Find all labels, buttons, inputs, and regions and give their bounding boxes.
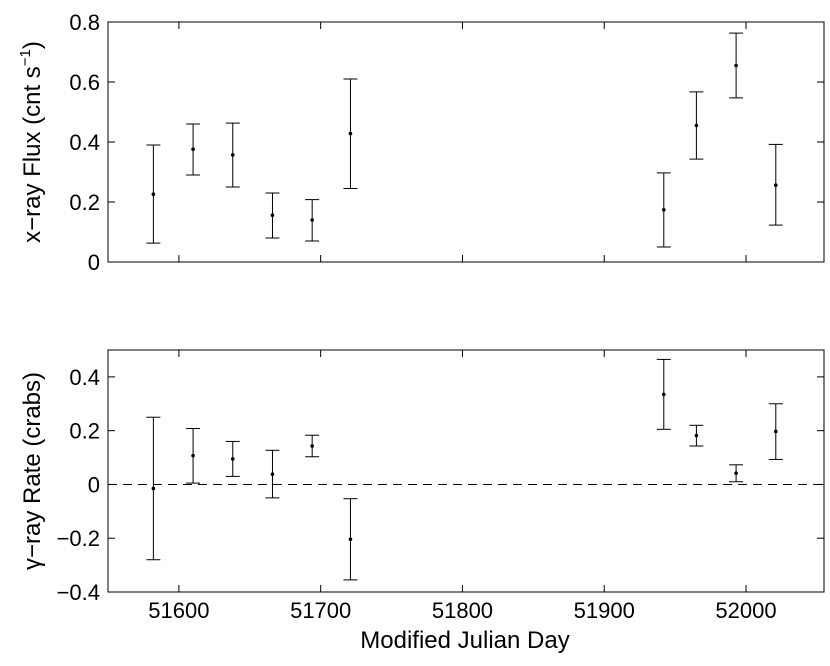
rate-data-point [305,434,320,458]
flux-data-point [265,192,280,239]
flux-y-tick-label: 0.2 [69,190,100,215]
rate-data-point [656,358,671,430]
flux-y-tick-label: 0.8 [69,10,100,35]
flux-ticks: 0 0.2 0.4 0.6 0.8 [69,10,824,275]
flux-data-point [225,122,240,188]
rate-y-tick-label: 0.2 [69,419,100,444]
flux-data-point [768,143,783,226]
rate-data-point [343,498,358,581]
flux-series [146,32,783,248]
rate-marker [230,457,235,461]
rate-data-point [689,424,704,447]
flux-y-axis-label-close: ) [19,41,46,49]
rate-marker [191,453,195,458]
rate-y-tick-label: −0.4 [57,580,100,605]
flux-y-tick-label: 0 [88,250,100,275]
rate-marker [151,486,156,491]
rate-x-tick-label: 51900 [574,598,635,623]
rate-y-tick-label: −0.2 [57,526,100,551]
rate-x-tick-label: 51600 [148,598,209,623]
rate-x-tick-label: 51800 [432,598,493,623]
flux-marker [773,183,778,187]
flux-y-axis-label-exponent: −1 [17,49,34,66]
rate-series [146,358,783,581]
flux-marker [348,131,353,136]
rate-marker [734,471,738,475]
flux-marker [270,213,275,217]
rate-marker [310,444,314,448]
rate-data-point [265,449,280,499]
rate-panel: −0.4 −0.2 0 0.2 0.4 51600 51700 51800 51900 52000… [19,349,825,654]
flux-data-point [689,91,704,160]
flux-panel: 0 0.2 0.4 0.6 0.8 x−ray Flux (cnt s−1) [17,10,825,275]
rate-y-tick-label: 0.4 [69,365,100,390]
rate-x-tick-label: 51700 [290,598,351,623]
flux-data-point [186,123,201,176]
flux-data-point [656,172,671,248]
flux-marker [734,63,738,68]
flux-data-point [305,199,320,242]
flux-plot-frame [107,21,825,263]
rate-data-point [768,403,783,460]
flux-data-point [343,78,358,189]
rate-ticks: −0.4 −0.2 0 0.2 0.4 51600 51700 51800 51900 52000 [57,350,824,623]
rate-marker [348,537,353,542]
flux-data-point [729,32,744,99]
rate-marker [694,433,699,438]
rate-marker [773,429,778,434]
flux-marker [310,218,314,222]
x-axis-label: Modified Julian Day [360,627,569,654]
flux-marker [151,192,156,196]
flux-y-tick-label: 0.6 [69,70,100,95]
rate-data-point [146,416,161,561]
rate-x-tick-label: 52000 [715,598,776,623]
flux-y-axis-label-main: x−ray Flux (cnt s [19,66,46,243]
rate-plot-frame [107,349,825,593]
rate-data-point [186,428,201,484]
rate-marker [661,392,666,397]
flux-marker [694,123,699,128]
flux-data-point [146,144,161,244]
rate-marker [270,472,275,477]
flux-marker [230,153,235,157]
flux-y-axis-label: x−ray Flux (cnt s−1) [17,41,46,243]
rate-y-tick-label: 0 [88,472,100,497]
flux-marker [191,147,195,151]
rate-y-axis-label: γ−ray Rate (crabs) [19,372,46,570]
rate-data-point [729,464,744,483]
flux-y-tick-label: 0.4 [69,130,100,155]
flux-marker [661,208,666,212]
rate-data-point [225,440,240,477]
